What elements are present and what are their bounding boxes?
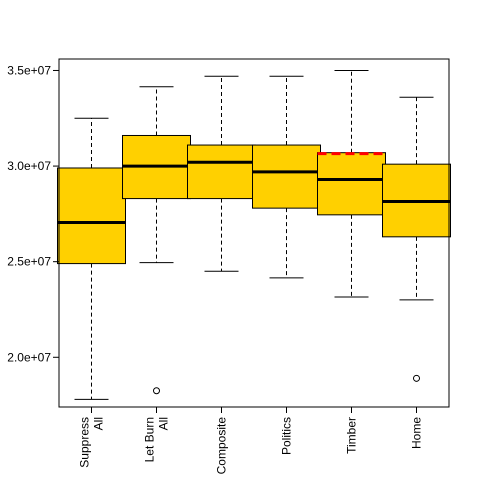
x-category-label: Suppress <box>78 417 92 468</box>
x-category-label: All <box>92 417 106 430</box>
x-category-label: Let Burn <box>143 417 157 462</box>
x-category-label: All <box>157 417 171 430</box>
y-tick-label: 3.5e+07 <box>7 63 51 77</box>
box-group <box>187 75 256 272</box>
y-tick-label: 3.0e+07 <box>7 159 51 173</box>
y-axis: 2.0e+07 2.5e+07 3.0e+07 3.5e+07 <box>7 63 60 364</box>
x-category-label: Politics <box>280 417 294 455</box>
plot-area <box>57 58 451 408</box>
box-group <box>252 75 321 279</box>
y-tick-label: 2.5e+07 <box>7 255 51 269</box>
iqr-box <box>187 144 256 200</box>
box-group <box>382 96 451 382</box>
y-tick-label: 2.0e+07 <box>7 350 51 364</box>
outlier-point <box>413 374 420 382</box>
box-group <box>317 69 386 298</box>
outlier-point <box>153 387 160 395</box>
box-group <box>122 86 191 395</box>
iqr-box <box>57 167 126 265</box>
x-category-label: Timber <box>345 417 359 454</box>
x-axis: Suppress All Let Burn All Composite Politics T… <box>78 406 424 475</box>
iqr-box <box>317 152 386 216</box>
x-category-label: Home <box>410 417 424 449</box>
box-group <box>57 117 126 400</box>
iqr-box <box>252 144 321 209</box>
x-category-label: Composite <box>215 417 229 475</box>
